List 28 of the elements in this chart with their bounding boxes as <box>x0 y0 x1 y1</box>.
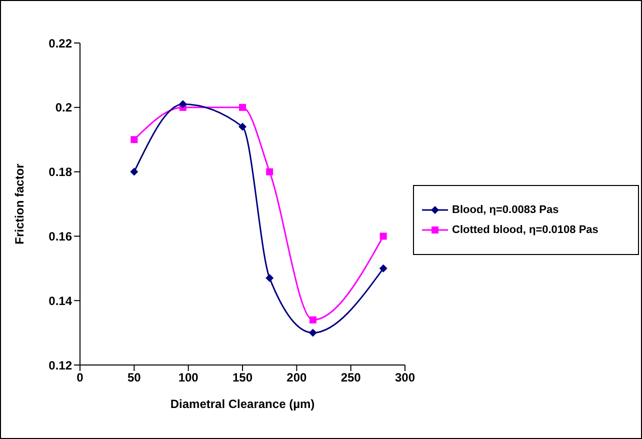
point <box>380 232 387 240</box>
legend-label: Clotted blood, η=0.0108 Pas <box>452 224 598 236</box>
y-tick-label: 0.12 <box>48 358 72 372</box>
y-tick-label: 0.14 <box>48 294 72 308</box>
point <box>266 168 274 176</box>
y-tick-label: 0.22 <box>48 36 72 50</box>
point <box>266 274 274 282</box>
point <box>239 104 246 111</box>
point <box>308 328 317 337</box>
y-tick-label: 0.16 <box>48 229 72 244</box>
x-axis-title: Diametral Clearance (µm) <box>170 397 315 411</box>
x-tick-label: 150 <box>232 370 253 385</box>
point <box>130 136 138 144</box>
point <box>309 316 316 324</box>
y-tick-label: 0.2 <box>55 100 72 115</box>
point <box>379 264 388 272</box>
y-axis-title: Friction factor <box>12 163 26 244</box>
point <box>178 100 187 108</box>
x-tick-label: 250 <box>340 370 362 385</box>
y-tick-label: 0.18 <box>48 165 72 180</box>
x-tick-label: 50 <box>127 370 142 385</box>
x-tick-label: 200 <box>286 370 307 385</box>
point <box>238 122 246 131</box>
x-tick-label: 0 <box>76 370 84 385</box>
legend-label: Blood, η=0.0083 Pas <box>452 204 559 216</box>
point <box>130 168 138 176</box>
x-tick-label: 100 <box>178 370 199 385</box>
x-tick-label: 300 <box>394 370 416 385</box>
